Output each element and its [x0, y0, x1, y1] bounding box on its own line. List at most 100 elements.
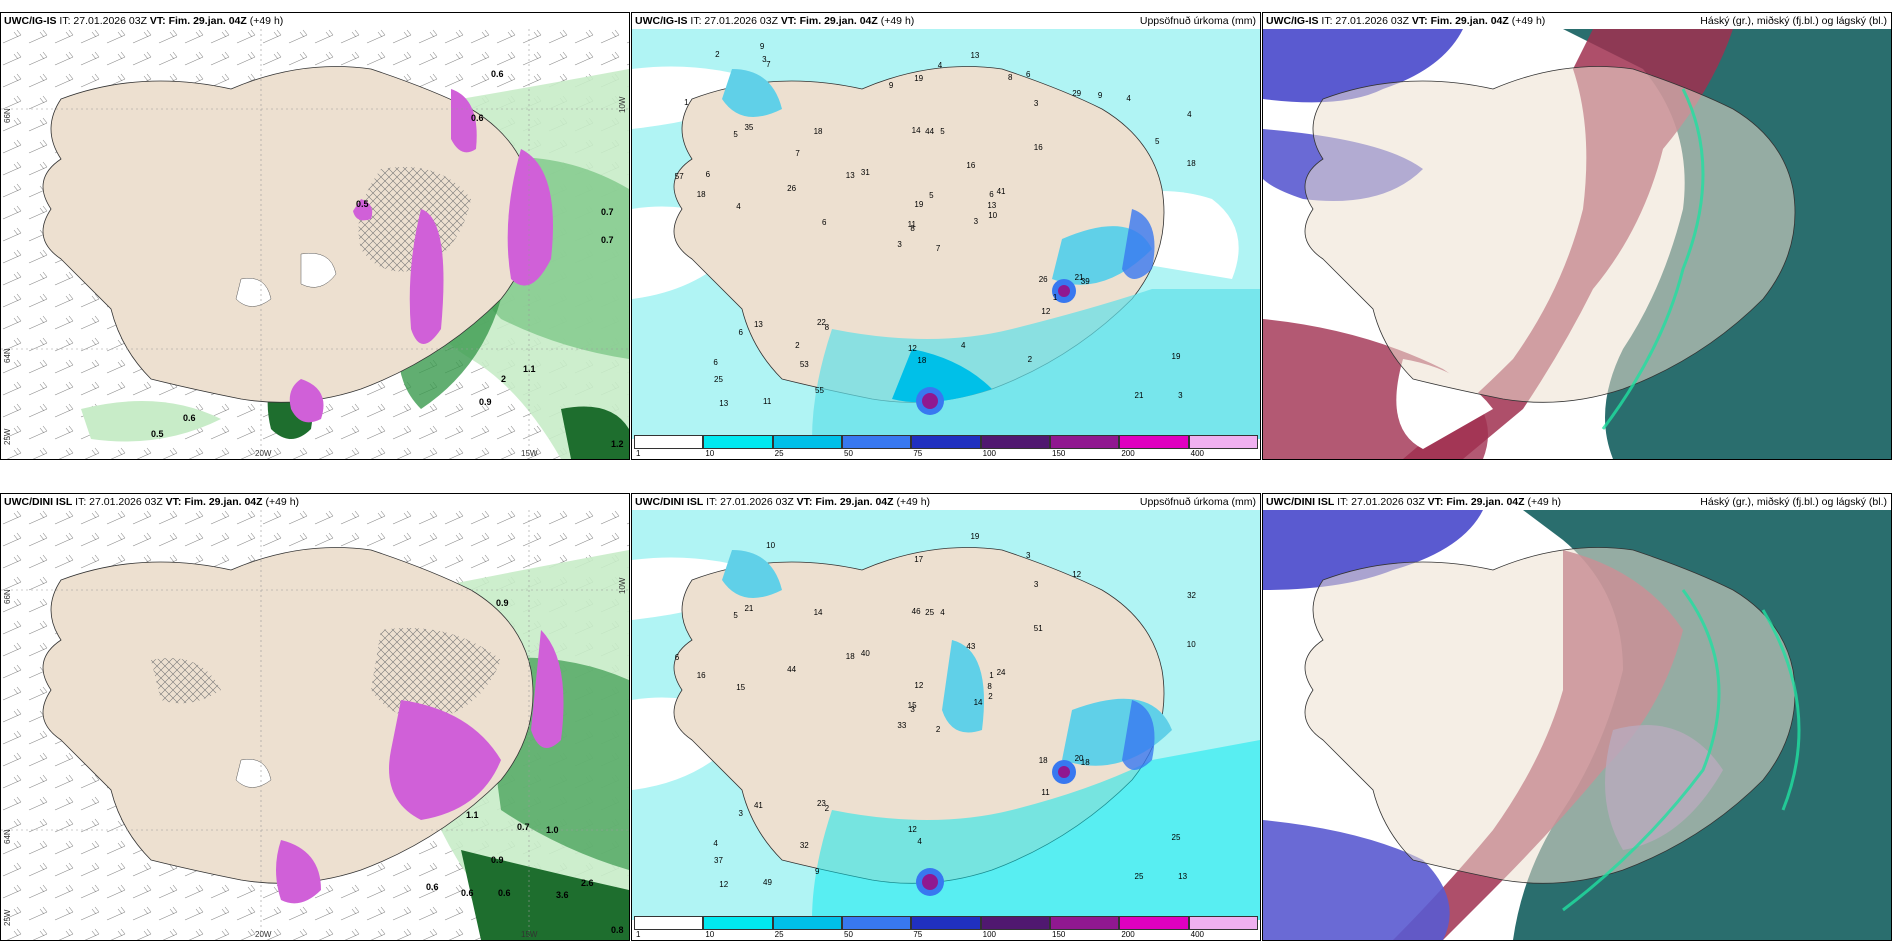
colorbar-tick: 150 — [1052, 449, 1066, 458]
precip-value: 11 — [763, 396, 772, 406]
precip-value: 40 — [860, 649, 870, 659]
wind-value: 2.6 — [581, 878, 594, 888]
lead-time: (+49 h) — [880, 15, 915, 27]
precip-value: 41 — [996, 186, 1006, 196]
colorbar-tick: 1 — [636, 930, 641, 939]
map-clouds — [1263, 29, 1891, 459]
map-canvas — [1, 29, 629, 459]
lat-label: 64N — [3, 829, 12, 844]
lat-label: 66N — [3, 589, 12, 604]
panel-header: UWC/DINI ISL IT: 27.01.2026 03Z VT: Fim.… — [632, 496, 1260, 514]
precip-value: 3 — [897, 240, 902, 250]
precip-value: 6 — [1026, 69, 1031, 79]
precip-value: 7 — [935, 243, 941, 253]
precip-value: 8 — [987, 681, 992, 691]
panel-accum-precip-top: UWC/IG-IS IT: 27.01.2026 03Z VT: Fim. 29… — [631, 12, 1261, 460]
precip-value: 10 — [1186, 639, 1196, 649]
precip-value: 32 — [799, 841, 809, 851]
precip-value: 18 — [813, 127, 823, 137]
precip-value: 14 — [813, 608, 823, 618]
precip-value: 14 — [911, 125, 921, 135]
precip-value: 3 — [910, 705, 915, 715]
wind-value: 0.6 — [491, 69, 504, 79]
valid-time: Fim. 29.jan. 04Z — [184, 496, 263, 508]
panel-subtitle: Háský (gr.), miðský (fj.bl.) og lágský (… — [1700, 15, 1887, 27]
precip-value: 18 — [696, 190, 706, 200]
colorbar-swatch — [911, 916, 981, 930]
precip-value: 26 — [787, 183, 797, 193]
precip-value: 25 — [1171, 832, 1181, 842]
colorbar-swatch — [980, 435, 1050, 449]
init-time: IT: 27.01.2026 03Z — [75, 496, 163, 508]
precip-value: 12 — [914, 681, 924, 691]
colorbar-tick: 75 — [913, 449, 923, 458]
precip-value: 12 — [907, 824, 917, 834]
precip-value: 13 — [1178, 872, 1188, 882]
precip-value: 4 — [1187, 110, 1192, 120]
colorbar-tick: 100 — [982, 930, 997, 939]
colorbar-tick: 75 — [913, 930, 923, 939]
precip-value: 22 — [816, 317, 826, 327]
precip-value: 37 — [714, 856, 723, 866]
precip-value: 4 — [940, 607, 945, 617]
colorbar-tick: 400 — [1190, 449, 1205, 458]
lat-label: 25W — [3, 909, 12, 926]
precip-value: 49 — [763, 877, 772, 887]
precip-value: 5 — [940, 126, 945, 136]
precip-value: 29 — [1072, 89, 1082, 99]
precip-value: 9 — [759, 42, 765, 52]
precip-value: 25 — [925, 607, 935, 617]
colorbar-tick: 200 — [1121, 449, 1135, 458]
precip-value: 21 — [1074, 272, 1084, 282]
panel-header: UWC/IG-IS IT: 27.01.2026 03Z VT: Fim. 29… — [1, 15, 629, 33]
precip-value: 12 — [1072, 570, 1082, 580]
precip-value: 18 — [1038, 755, 1048, 765]
vt-label: VT: — [149, 15, 166, 27]
precip-value: 14 — [973, 698, 983, 708]
colorbar-tick: 150 — [1052, 930, 1066, 939]
wind-value: 0.6 — [183, 413, 196, 423]
lead-time: (+49 h) — [249, 15, 284, 27]
precip-value: 19 — [914, 200, 924, 210]
lead-time: (+49 h) — [896, 496, 931, 508]
map-wind-precip: 0.6 0.6 0.5 0.7 0.7 0.6 0.5 1.1 0.9 2 1.… — [1, 29, 629, 459]
precip-value: 1 — [1052, 293, 1058, 303]
precip-value: 5 — [733, 129, 738, 139]
panel-header: UWC/DINI ISL IT: 27.01.2026 03Z VT: Fim.… — [1, 496, 629, 514]
precip-value: 23 — [816, 798, 826, 808]
precip-value: 12 — [907, 343, 917, 353]
precip-value: 1 — [989, 670, 994, 680]
wind-value: 1.0 — [546, 825, 559, 835]
precip-value: 21 — [1134, 390, 1144, 400]
precip-value: 43 — [966, 641, 976, 651]
precip-value: 3 — [1026, 550, 1031, 560]
colorbar-swatch — [1050, 916, 1120, 930]
precip-value: 6 — [674, 652, 680, 662]
precip-value: 2 — [988, 691, 993, 701]
colorbar-tick: 50 — [844, 930, 853, 939]
colorbar-swatch — [1119, 916, 1189, 930]
map-accum-precip: 1 10 25 50 75 100 150 200 400 — [632, 29, 1260, 459]
precip-value: 19 — [970, 531, 980, 541]
precip-value: 24 — [996, 667, 1006, 677]
wind-value: 0.5 — [151, 429, 164, 439]
precip-value: 3 — [738, 808, 743, 818]
colorbar-swatch — [703, 916, 773, 930]
wind-value: 0.7 — [601, 207, 614, 217]
wind-value: 0.6 — [461, 888, 474, 898]
map-clouds — [1263, 510, 1891, 940]
precip-value: 11 — [1041, 788, 1050, 798]
wind-value: 0.9 — [491, 855, 504, 865]
precip-value: 44 — [787, 664, 797, 674]
colorbar-swatch — [634, 916, 704, 930]
precip-value: 26 — [1038, 274, 1048, 284]
wind-value: 0.6 — [471, 113, 484, 123]
precip-value: 39 — [1080, 277, 1090, 287]
precip-value: 33 — [897, 721, 907, 731]
wind-value: 0.6 — [498, 888, 511, 898]
precip-value: 3 — [973, 217, 979, 227]
precip-value: 46 — [911, 606, 921, 616]
init-time: IT: 27.01.2026 03Z — [59, 15, 147, 27]
init-time: IT: 27.01.2026 03Z — [1337, 496, 1425, 508]
map-canvas — [1263, 29, 1891, 459]
